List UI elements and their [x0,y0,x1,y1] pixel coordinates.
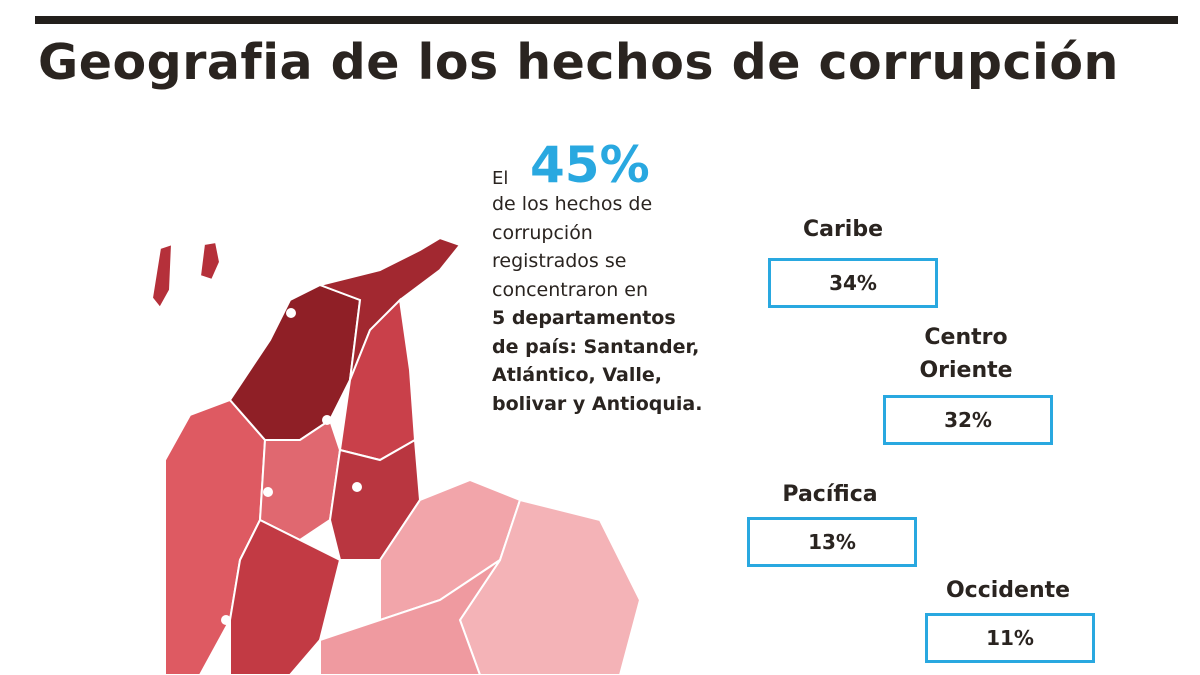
region-value: 11% [925,613,1095,663]
region-name: Caribe [802,217,884,242]
title: Geografia de los hechos de corrupción [38,34,1119,91]
region-value: 34% [768,258,938,308]
region-value: 32% [883,395,1053,445]
map [150,236,642,675]
intro-bold-line: Atlántico, Valle, [492,364,663,386]
top-rule [35,16,1178,24]
intro-bold-line: 5 departamentos [492,307,676,329]
intro-line: corrupción [492,221,593,244]
intro-highlight: 45% [530,136,650,194]
intro-line: registrados se [492,250,627,272]
region-name: Pacífica [782,482,878,507]
intro-line: concentraron en [492,278,649,301]
intro-bold-line: bolivar y Antioquia. [492,392,703,415]
region-name: Centro Oriente [919,325,1013,383]
intro-line: de los hechos de [492,193,653,215]
region-value: 13% [747,517,917,567]
intro-bold-line: de país: Santander, [492,335,700,358]
region-name: Occidente [945,578,1071,603]
intro-lead: El [492,168,509,189]
